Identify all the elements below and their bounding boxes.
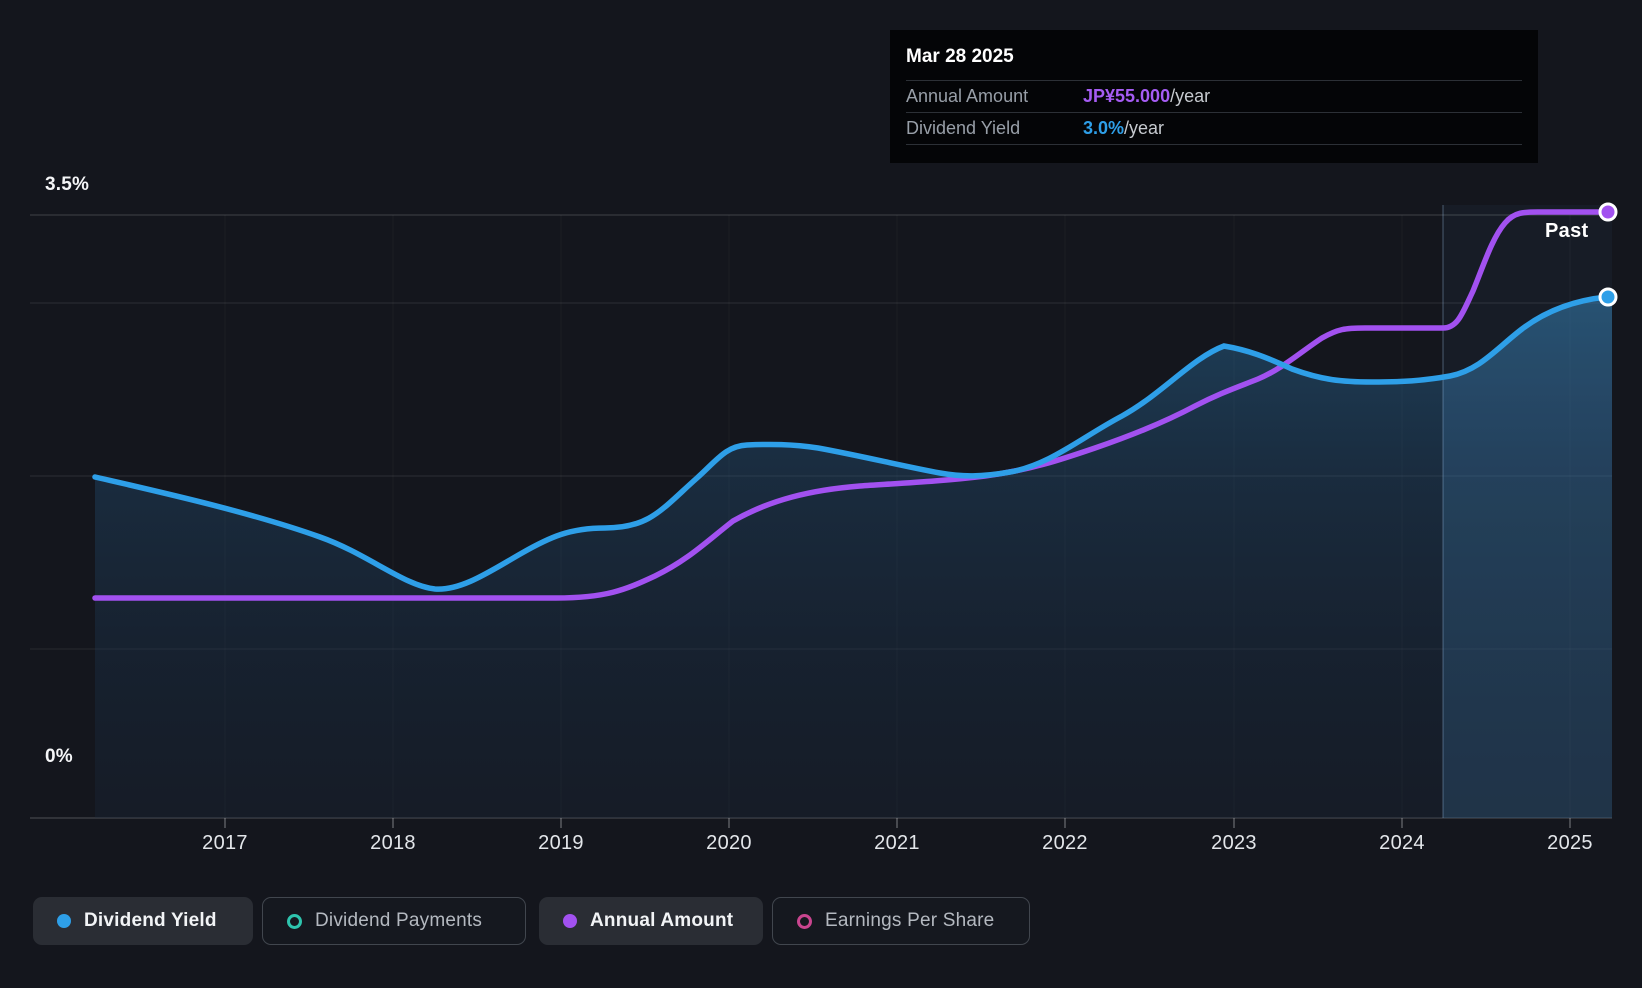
x-axis-label-2022: 2022 — [1042, 832, 1088, 854]
x-axis-label-2023: 2023 — [1211, 832, 1257, 854]
past-label: Past — [1545, 220, 1589, 242]
chart-legend: Dividend Yield Dividend Payments Annual … — [0, 897, 1642, 945]
dividend-yield-area — [95, 296, 1612, 818]
tooltip-label: Dividend Yield — [906, 118, 1021, 138]
annual-amount-line — [92, 209, 1610, 601]
legend-toggle-earnings-per-share[interactable]: Earnings Per Share — [772, 897, 1030, 945]
tooltip-suffix: /year — [1170, 86, 1211, 106]
legend-label: Dividend Yield — [84, 910, 217, 931]
tooltip-suffix: /year — [1124, 118, 1165, 138]
y-axis-zero-label: 0% — [45, 746, 73, 767]
annual-amount-endpoint[interactable] — [1598, 202, 1618, 222]
tooltip-label: Annual Amount — [906, 86, 1029, 106]
past-year-highlight — [1443, 296, 1612, 818]
hover-tooltip: Mar 28 2025 Annual Amount JP¥55.000/year… — [890, 30, 1538, 163]
y-axis-max-label: 3.5% — [45, 174, 90, 195]
tooltip-value-dividend-yield: 3.0% — [1083, 118, 1125, 138]
x-axis-label-2017: 2017 — [202, 832, 248, 854]
dividend-payments-marker-icon — [287, 913, 302, 929]
dividend-yield-endpoint[interactable] — [1598, 287, 1618, 307]
x-axis-label-2018: 2018 — [370, 832, 416, 854]
x-axis-label-2019: 2019 — [538, 832, 584, 854]
x-axis-ticks — [224, 818, 1571, 828]
x-axis-label-2025: 2025 — [1547, 832, 1593, 854]
legend-toggle-dividend-yield[interactable]: Dividend Yield — [33, 897, 253, 945]
annual-amount-marker-icon — [563, 914, 577, 928]
legend-label: Annual Amount — [590, 910, 734, 931]
dividend-yield-line — [92, 294, 1610, 592]
tooltip-value-annual-amount: JP¥55.000 — [1083, 86, 1171, 106]
tooltip-row-annual-amount: Annual Amount JP¥55.000/year — [906, 81, 1522, 113]
past-year-tint — [1443, 205, 1612, 818]
tooltip-row-dividend-yield: Dividend Yield 3.0%/year — [906, 113, 1522, 145]
x-axis-label-2020: 2020 — [706, 832, 752, 854]
legend-label: Earnings Per Share — [825, 910, 995, 931]
x-axis-label-2021: 2021 — [874, 832, 920, 854]
legend-toggle-annual-amount[interactable]: Annual Amount — [539, 897, 763, 945]
dividend-yield-marker-icon — [57, 914, 71, 928]
tooltip-date: Mar 28 2025 — [906, 30, 1522, 81]
x-axis-label-2024: 2024 — [1379, 832, 1425, 854]
legend-toggle-dividend-payments[interactable]: Dividend Payments — [262, 897, 526, 945]
legend-label: Dividend Payments — [315, 910, 483, 931]
earnings-per-share-marker-icon — [797, 913, 812, 929]
